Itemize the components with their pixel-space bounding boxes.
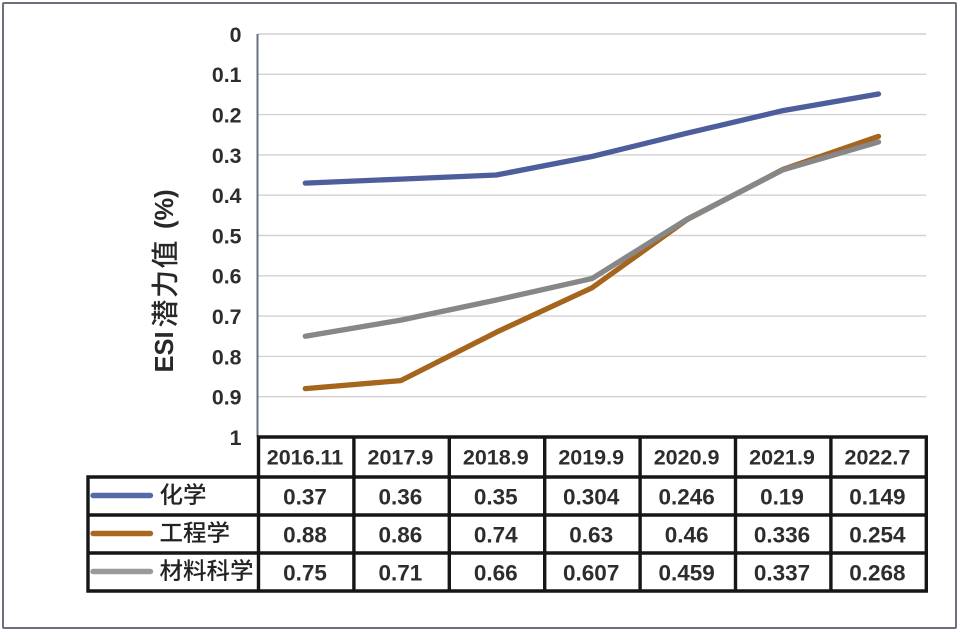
svg-text:0.254: 0.254: [849, 523, 906, 548]
svg-text:2017.9: 2017.9: [368, 446, 434, 470]
svg-text:2022.7: 2022.7: [845, 446, 911, 470]
svg-text:ESI: ESI: [151, 331, 179, 372]
svg-text:0.9: 0.9: [212, 386, 242, 410]
svg-text:0.6: 0.6: [212, 265, 242, 289]
svg-text:0.336: 0.336: [754, 523, 810, 548]
svg-text:2016.11: 2016.11: [267, 446, 344, 470]
svg-text:0.4: 0.4: [212, 184, 242, 208]
svg-text:0.5: 0.5: [212, 224, 242, 248]
svg-text:0.19: 0.19: [760, 485, 804, 510]
svg-text:0.304: 0.304: [563, 485, 620, 510]
svg-text:0.8: 0.8: [212, 345, 242, 369]
svg-text:0.337: 0.337: [754, 561, 810, 586]
svg-text:0.75: 0.75: [283, 561, 327, 586]
svg-text:0.74: 0.74: [474, 523, 518, 548]
svg-text:0.36: 0.36: [379, 485, 423, 510]
svg-text:0.63: 0.63: [569, 523, 613, 548]
svg-text:0.149: 0.149: [849, 485, 905, 510]
svg-text:2018.9: 2018.9: [463, 446, 529, 470]
svg-text:0.86: 0.86: [379, 523, 423, 548]
svg-text:0.66: 0.66: [474, 561, 518, 586]
svg-text:0.3: 0.3: [212, 144, 242, 168]
svg-text:0.2: 0.2: [212, 104, 242, 128]
svg-text:0.71: 0.71: [379, 561, 423, 586]
svg-text:2019.9: 2019.9: [558, 446, 624, 470]
svg-text:0.37: 0.37: [283, 485, 327, 510]
svg-text:0.268: 0.268: [849, 561, 905, 586]
svg-text:1: 1: [230, 426, 242, 450]
svg-text:0.607: 0.607: [563, 561, 619, 586]
svg-text:0.459: 0.459: [658, 561, 714, 586]
svg-text:0.35: 0.35: [474, 485, 518, 510]
svg-text:0.1: 0.1: [212, 63, 242, 87]
svg-text:0.88: 0.88: [283, 523, 327, 548]
svg-text:0: 0: [230, 23, 242, 47]
svg-text:0.46: 0.46: [665, 523, 709, 548]
svg-text:0.7: 0.7: [212, 305, 242, 329]
svg-text:2021.9: 2021.9: [749, 446, 815, 470]
svg-text:(%): (%): [151, 189, 179, 229]
svg-text:0.246: 0.246: [658, 485, 714, 510]
svg-text:2020.9: 2020.9: [654, 446, 720, 470]
